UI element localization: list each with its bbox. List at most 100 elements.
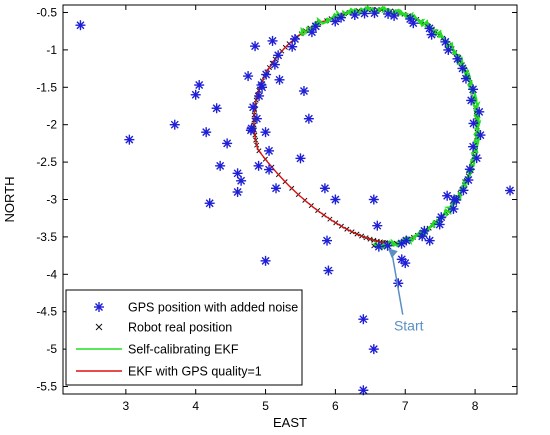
x-axis-title: EAST [273, 415, 307, 430]
x-axis: 3 4 5 6 7 8 [123, 5, 479, 413]
gps-point-marker [248, 102, 259, 113]
gps-point-marker [460, 73, 471, 84]
gps-point-marker [449, 194, 460, 205]
gps-point-marker [215, 160, 226, 171]
gps-point-marker [458, 185, 469, 196]
gps-point-marker [405, 13, 416, 24]
gps-point-marker [319, 183, 330, 194]
x-tick-label: 4 [192, 399, 199, 413]
gps-point-marker [358, 385, 369, 396]
x-tick-label: 5 [262, 399, 269, 413]
y-tick-label: -1.5 [36, 80, 57, 94]
y-tick-label: -4.5 [36, 305, 57, 319]
gps-point-marker [400, 258, 411, 269]
gps-point-marker [322, 235, 333, 246]
gps-point-marker [464, 164, 475, 175]
gps-point-marker [204, 198, 215, 209]
gps-point-marker [323, 265, 334, 276]
gps-point-marker [274, 74, 285, 85]
gps-point-marker [466, 95, 477, 106]
gps-point-marker [243, 71, 254, 82]
legend-label: EKF with GPS quality=1 [128, 365, 262, 379]
gps-point-marker [289, 33, 300, 44]
y-tick-label: -2 [46, 118, 57, 132]
gps-point-marker [401, 235, 412, 246]
gps-point-marker [169, 119, 180, 130]
y-axis-title: NORTH [2, 177, 17, 223]
gps-point-marker [443, 44, 454, 55]
gps-point-marker [190, 89, 201, 100]
legend: GPS position with added noise Robot real … [65, 289, 303, 386]
gps-point-marker [254, 90, 265, 101]
gps-point-marker [336, 12, 347, 23]
gps-point-marker [424, 23, 435, 34]
gps-point-marker [201, 127, 212, 138]
gps-point-marker [75, 20, 86, 31]
gps-point-marker [452, 53, 463, 64]
gps-point-marker [368, 344, 379, 355]
gps-point-marker [349, 10, 360, 21]
gps-point-marker [232, 168, 243, 179]
start-arrow-shaft [391, 251, 404, 315]
gps-point-marker [448, 203, 459, 214]
gps-point-marker [373, 241, 384, 252]
gps-point-marker [382, 240, 393, 251]
legend-label: GPS position with added noise [128, 301, 298, 315]
y-tick-label: -1 [46, 43, 57, 57]
legend-item: Self-calibrating EKF [76, 343, 239, 357]
gps-point-marker [287, 41, 298, 52]
legend-item: EKF with GPS quality=1 [76, 365, 262, 379]
legend-label: Robot real position [128, 321, 232, 335]
gps-point-marker [463, 175, 474, 186]
legend-item: GPS position with added noise [94, 301, 298, 315]
gps-point-marker [419, 225, 430, 236]
gps-point-marker [424, 235, 435, 246]
gps-point-marker [267, 35, 278, 46]
gps-point-marker [440, 36, 451, 47]
x-tick-label: 6 [332, 399, 339, 413]
gps-point-marker [436, 212, 447, 223]
gps-point-marker [475, 130, 486, 141]
gps-point-marker [269, 59, 280, 70]
gps-point-marker [295, 153, 306, 164]
start-annotation-label: Start [394, 318, 424, 334]
gps-point-marker [251, 113, 262, 124]
x-tick-label: 7 [402, 399, 409, 413]
gps-point-marker [434, 219, 445, 230]
gps-point-marker [211, 103, 222, 114]
series-layer [75, 5, 516, 396]
gps-point-marker [505, 185, 516, 196]
gps-point-marker [468, 118, 479, 129]
gps-point-marker [303, 113, 314, 124]
gps-point-marker [260, 127, 271, 138]
x-tick-label: 3 [123, 399, 130, 413]
y-tick-label: -3 [46, 193, 57, 207]
y-tick-label: -2.5 [36, 155, 57, 169]
gps-point-marker [468, 84, 479, 95]
y-tick-label: -3.5 [36, 230, 57, 244]
gps-point-marker [368, 194, 379, 205]
gps-point-marker [298, 86, 309, 97]
gps-point-marker [264, 145, 275, 156]
x-tick-label: 8 [472, 399, 479, 413]
gps-point-marker [306, 27, 317, 38]
gps-point-marker [457, 63, 468, 74]
gps-point-marker [124, 134, 135, 145]
gps-point-marker [222, 138, 233, 149]
gps-point-marker [359, 8, 370, 19]
gps-point-marker [358, 314, 369, 325]
start-annotation: Start [387, 248, 424, 334]
legend-gps-marker [94, 302, 104, 312]
gps-point-marker [273, 50, 284, 61]
gps-point-marker [261, 69, 272, 80]
gps-noise-series [75, 8, 516, 396]
gps-point-marker [474, 106, 485, 117]
gps-point-marker [310, 21, 321, 32]
gps-point-marker [471, 153, 482, 164]
gps-point-marker [383, 8, 394, 19]
gps-point-marker [330, 16, 341, 27]
legend-box [65, 289, 303, 386]
gps-point-marker [194, 80, 205, 91]
legend-item: Robot real position [95, 321, 232, 335]
